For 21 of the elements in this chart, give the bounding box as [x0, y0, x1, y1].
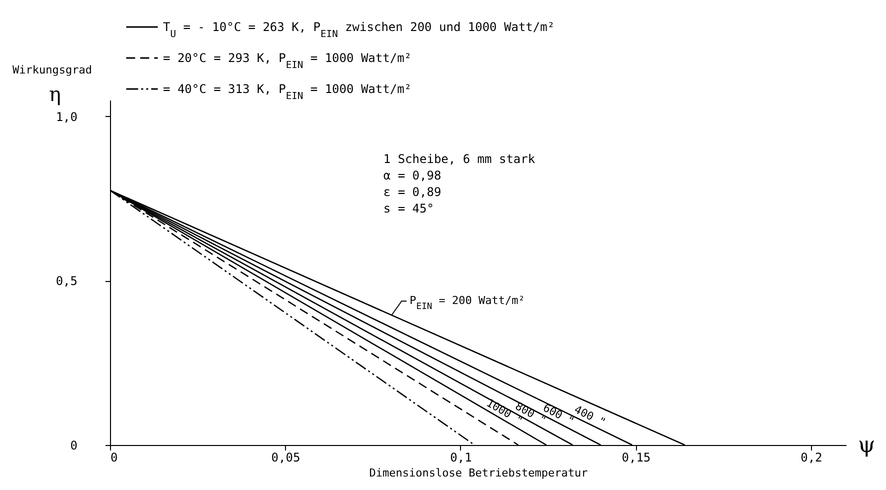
text: 400 " — [572, 402, 608, 430]
y-tick-label: 0,5 — [56, 274, 78, 288]
text: ψ — [858, 433, 876, 458]
x-tick-label: 0,1 — [450, 450, 472, 464]
x-tick-label: 0,05 — [271, 450, 300, 464]
text: T$_{U}$ = - 10°C = 263 K, P$_{EIN}$ zwischen 200 und 1000 Watt/m² — [163, 20, 555, 40]
y-axis-title: Wirkungsgrad — [12, 64, 92, 76]
legend-label: = 40°C = 313 K, P$_{EIN}$ = 1000 Watt/m² — [163, 82, 412, 102]
x-tick-label: 0,2 — [800, 450, 822, 464]
x-tick-label: 0,15 — [622, 450, 651, 464]
legend-label: P$_{EIN}$ = 200 Watt/m² — [410, 294, 525, 312]
annotation: α = 0,98 — [383, 168, 442, 183]
annotation: ε = 0,89 — [383, 185, 442, 199]
text: η — [49, 82, 61, 106]
legend-label: = 20°C = 293 K, P$_{EIN}$ = 1000 Watt/m² — [163, 51, 412, 70]
y-tick-label: 0 — [70, 438, 78, 452]
x-tick-label: 0 — [110, 450, 118, 464]
annotation: s = 45° — [383, 201, 434, 216]
y-tick-label: 1,0 — [56, 110, 78, 124]
x-axis-title: Dimensionslose Betriebstemperatur — [369, 466, 588, 480]
annotation: 1 Scheibe, 6 mm stark — [383, 152, 536, 166]
